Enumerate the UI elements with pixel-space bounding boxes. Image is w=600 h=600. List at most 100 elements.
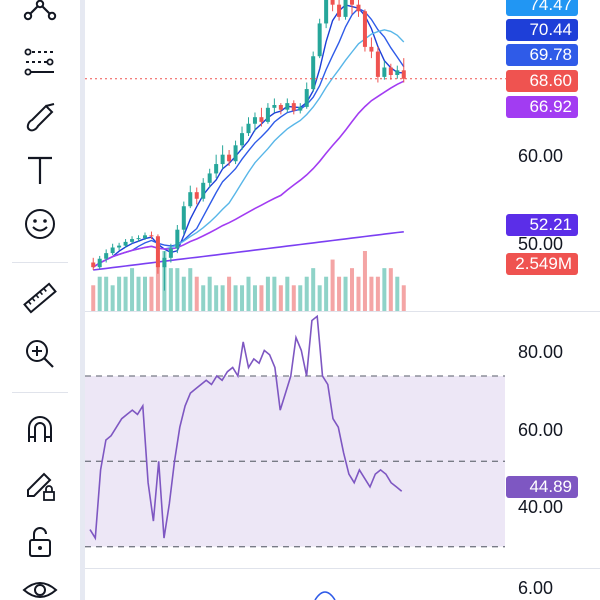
candle-body (149, 235, 154, 237)
ruler-icon (23, 282, 57, 314)
trend-lines-button[interactable] (10, 38, 70, 86)
ruler-button[interactable] (10, 274, 70, 322)
volume-bar (155, 259, 160, 311)
pane-separator[interactable] (85, 311, 600, 312)
volume-bar (181, 276, 186, 311)
candle-body (382, 67, 387, 77)
candle-body (97, 258, 102, 268)
candle-body (246, 123, 251, 134)
ma-value-tag: 52.21 (506, 214, 578, 236)
candle-body (130, 239, 135, 242)
volume-bar (285, 276, 290, 311)
volume-bar (142, 276, 147, 311)
volume-bar (91, 285, 96, 311)
magnet-button[interactable] (10, 406, 70, 454)
candle-body (259, 117, 264, 122)
volume-bar (350, 268, 355, 311)
zoom-in-icon (26, 340, 54, 368)
volume-bar (240, 285, 245, 311)
volume-bar (110, 285, 115, 311)
rsi-axis-label: 60.00 (518, 420, 564, 440)
pane-separator[interactable] (85, 568, 600, 569)
candle-body (104, 253, 109, 259)
volume-bar (311, 268, 316, 311)
unlock-button[interactable] (10, 518, 70, 566)
volume-bar (194, 276, 199, 311)
volume-bar (330, 259, 335, 311)
ma-value-tag: 74.47 (506, 0, 578, 16)
candle-body (91, 262, 96, 268)
volume-bar (175, 268, 180, 311)
lock-drawings-button[interactable] (10, 462, 70, 510)
zoom-in-button[interactable] (10, 330, 70, 378)
candle-body (168, 248, 173, 258)
candle-body (207, 173, 212, 183)
indicator-line (314, 591, 336, 600)
last-price-tag: 68.60 (506, 70, 578, 92)
candle-body (395, 70, 400, 75)
trend-lines-icon (24, 48, 54, 76)
candle-body (117, 245, 122, 248)
candle-body (227, 154, 232, 162)
pattern-tool-button[interactable] (10, 0, 70, 34)
volume-bar (278, 285, 283, 311)
brush-button[interactable] (10, 94, 70, 142)
toolbar-divider[interactable] (80, 0, 85, 600)
toolbar-separator (12, 392, 68, 393)
volume-bar (343, 276, 348, 311)
magnet-icon (28, 416, 52, 442)
candle-body (142, 235, 147, 239)
candle-body (265, 107, 270, 122)
candle-body (362, 11, 367, 47)
eye-button[interactable] (10, 566, 70, 600)
candle-body (304, 89, 309, 107)
price-axis-label: 60.00 (518, 146, 564, 166)
volume-bar (388, 268, 393, 311)
volume-bar (246, 276, 251, 311)
emoji-button[interactable] (10, 200, 70, 248)
candle-body (136, 238, 141, 240)
ma-value-tag: 70.44 (506, 19, 578, 41)
volume-bar (168, 268, 173, 311)
volume-bar (401, 285, 406, 311)
volume-bar (220, 285, 225, 311)
candle-body (162, 257, 167, 268)
volume-bar (395, 276, 400, 311)
rsi-axis-label: 80.00 (518, 342, 564, 362)
indicator-axis-label: 6.00 (518, 578, 554, 598)
volume-value-tag: 2.549M (506, 253, 578, 275)
candle-body (388, 67, 393, 75)
candle-body (291, 103, 296, 111)
candle-body (194, 192, 199, 199)
volume-bar (97, 276, 102, 311)
volume-bar (298, 285, 303, 311)
pattern-tool-icon (23, 0, 57, 21)
eye-icon (22, 582, 58, 598)
candle-body (252, 117, 257, 124)
volume-bar (337, 276, 342, 311)
chart-area[interactable] (85, 0, 600, 600)
candle-body (337, 4, 342, 17)
candle-body (369, 46, 374, 52)
candle-body (375, 51, 380, 77)
candle-body (278, 105, 283, 110)
volume-bar (265, 276, 270, 311)
volume-bar (362, 251, 367, 311)
volume-bar (227, 276, 232, 311)
volume-bar (324, 276, 329, 311)
brush-icon (26, 103, 55, 132)
volume-bar (130, 268, 135, 311)
rsi-line (89, 314, 403, 541)
volume-bar (136, 276, 141, 311)
candle-body (298, 106, 303, 111)
moving-average-line (92, 4, 404, 268)
candle-body (401, 70, 406, 79)
candle-body (155, 236, 160, 268)
chart-canvas[interactable] (85, 0, 600, 600)
candle-body (240, 133, 245, 146)
candle-body (201, 182, 206, 199)
candle-body (356, 4, 361, 12)
volume-bar (304, 276, 309, 311)
volume-bar (104, 276, 109, 311)
text-button[interactable] (10, 146, 70, 194)
